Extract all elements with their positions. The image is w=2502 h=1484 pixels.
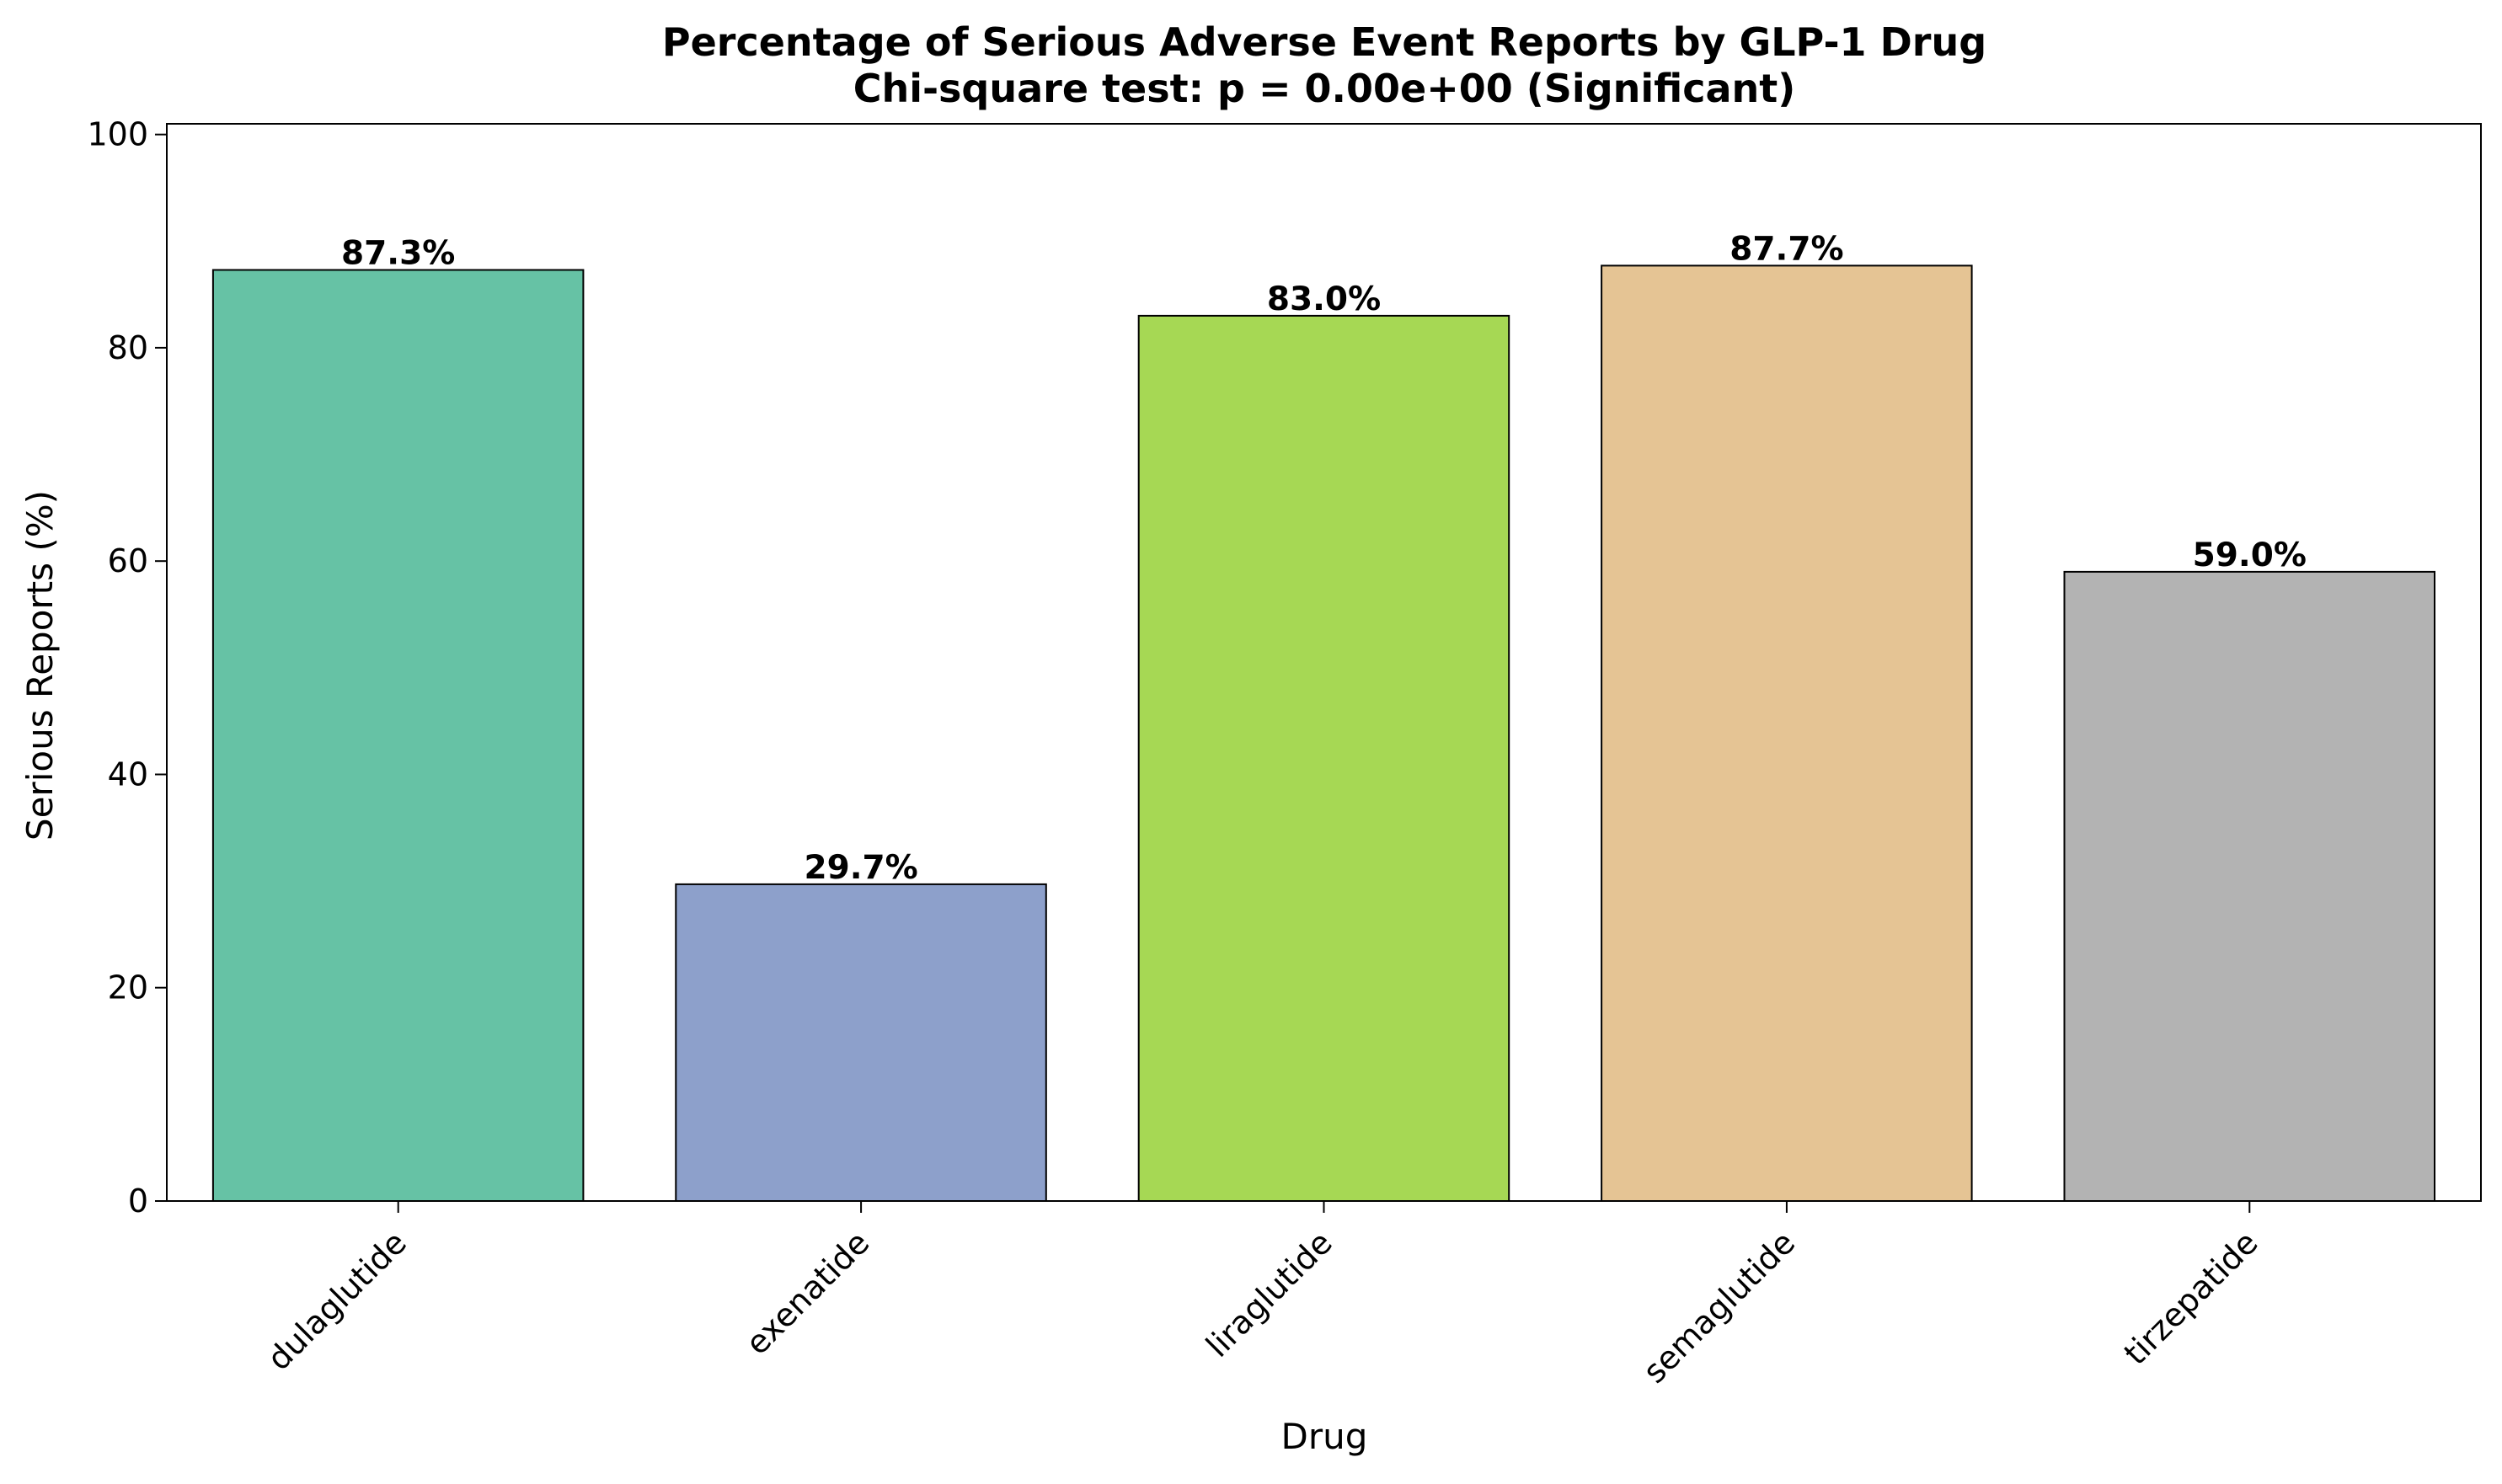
data-label-semaglutide: 87.7%	[1729, 230, 1843, 268]
y-tick-label-100: 100	[87, 116, 148, 153]
plot-area: 87.3% dulaglutide 29.7% exenatide 83.0% lirag…	[87, 116, 2482, 1391]
y-tick-label-80: 80	[108, 329, 148, 366]
bar-tirzepatide	[2063, 570, 2435, 1202]
chart-subtitle: Chi-square test: p = 0.00e+00 (Significa…	[853, 66, 1796, 111]
y-tick-label-40: 40	[108, 756, 148, 793]
x-tick-label-liraglutide: liraglutide	[1199, 1224, 1339, 1364]
bar-exenatide	[675, 883, 1047, 1203]
data-label-dulaglutide: 87.3%	[341, 235, 455, 273]
data-label-tirzepatide: 59.0%	[2193, 536, 2307, 574]
x-tick-label-tirzepatide: tirzepatide	[2117, 1224, 2265, 1372]
chart-title: Percentage of Serious Adverse Event Repo…	[662, 19, 1986, 65]
y-tick-label-20: 20	[108, 969, 148, 1006]
y-tick-label-0: 0	[128, 1182, 148, 1220]
x-tick-label-exenatide: exenatide	[739, 1224, 877, 1362]
plot-frame	[166, 123, 2482, 1202]
y-axis-label: Serious Reports (%)	[19, 490, 61, 841]
x-axis-label: Drug	[1281, 1416, 1368, 1457]
bar-liraglutide	[1137, 314, 1510, 1202]
x-tick-label-dulaglutide: dulaglutide	[260, 1224, 414, 1377]
x-tick-label-semaglutide: semaglutide	[1636, 1224, 1802, 1390]
data-label-liraglutide: 83.0%	[1267, 280, 1381, 318]
data-label-exenatide: 29.7%	[804, 849, 917, 887]
bar-semaglutide	[1601, 264, 1973, 1202]
y-tick-label-60: 60	[108, 542, 148, 579]
bar-dulaglutide	[211, 269, 585, 1202]
